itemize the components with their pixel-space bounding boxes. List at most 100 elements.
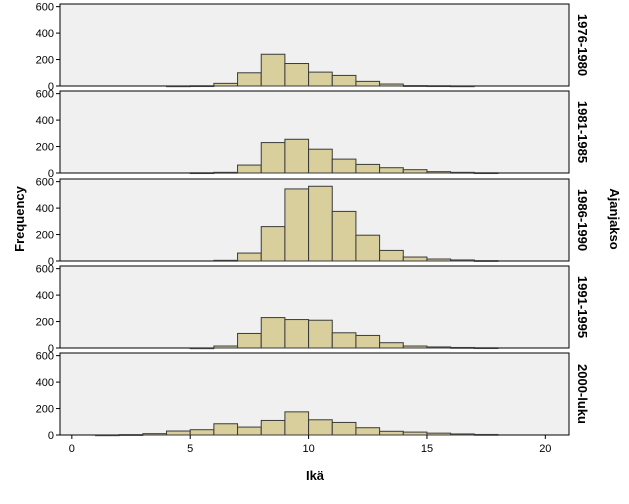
panel-1991-1995: 0 200 400 600 1991-1995	[36, 264, 590, 355]
histogram-bar	[355, 427, 381, 436]
y-tick-label: 600	[36, 264, 54, 276]
panel-label: 1976-1980	[575, 14, 590, 76]
histogram-bar	[308, 148, 333, 174]
histogram-bar	[237, 72, 262, 87]
histogram-bar	[260, 419, 286, 436]
histogram-bar	[213, 345, 239, 349]
histogram-bar	[379, 167, 404, 174]
y-tick-label: 0	[48, 343, 54, 355]
panel-background	[59, 90, 570, 174]
y-tick-label: 200	[36, 55, 54, 67]
y-tick-label: 400	[36, 290, 54, 302]
histogram-bar	[189, 347, 215, 350]
panel-1986-1990: 0 200 400 600 1986-1990	[36, 177, 590, 268]
histogram-bar	[189, 429, 215, 436]
histogram-bar	[402, 431, 428, 436]
y-tick-label: 0	[48, 81, 54, 93]
y-tick-label: 200	[36, 404, 54, 416]
histogram-bar	[473, 433, 499, 436]
histogram-bar	[189, 85, 215, 88]
y-tick-label: 200	[36, 230, 54, 242]
histogram-bar	[473, 172, 499, 175]
histogram-bar	[95, 434, 120, 437]
x-axis: 0 5 10 15 20	[69, 435, 551, 455]
panel-label: 1991-1995	[575, 276, 590, 338]
y-tick-label: 400	[36, 377, 54, 389]
panel-label: 1986-1990	[575, 189, 590, 251]
histogram-bar	[402, 256, 428, 262]
histogram-bar	[308, 419, 333, 436]
x-tick-label: 10	[302, 443, 314, 455]
histogram-bar	[402, 85, 428, 87]
histogram-bar	[331, 421, 357, 436]
histogram-bar	[355, 234, 381, 262]
histogram-bar	[473, 347, 499, 350]
y-tick-label: 0	[48, 430, 54, 442]
y-tick-label: 0	[48, 168, 54, 180]
histogram-bar	[426, 432, 452, 436]
histogram-bar	[355, 334, 381, 349]
histogram-bar	[331, 74, 357, 87]
histogram-bar	[450, 259, 475, 262]
histogram-bar	[331, 332, 357, 349]
histogram-bar	[426, 346, 452, 349]
histogram-bar	[260, 226, 286, 262]
y-tick-label: 400	[36, 115, 54, 127]
histogram-bar	[118, 434, 144, 436]
panel-1976-1980: 0 200 400 600 1976-1980	[36, 2, 590, 93]
histogram-bar	[331, 158, 357, 174]
x-tick-label: 0	[69, 443, 75, 455]
y-axis-title: Frequency	[12, 185, 27, 252]
histogram-bar	[379, 249, 404, 262]
histogram-bar	[260, 142, 286, 174]
histogram-bar	[426, 258, 452, 262]
histogram-bar	[237, 164, 262, 174]
histogram-bar	[284, 138, 310, 174]
histogram-bar	[284, 188, 310, 262]
histogram-bar	[213, 259, 239, 262]
histogram-bar	[355, 163, 381, 174]
histogram-bar	[379, 430, 404, 436]
x-tick-label: 5	[187, 443, 193, 455]
panel-1981-1985: 0 200 400 600 1981-1985	[36, 89, 590, 180]
histogram-bar	[450, 85, 475, 88]
x-axis-title: Ikä	[306, 468, 325, 483]
histogram-bar	[260, 53, 286, 87]
histogram-bar	[260, 317, 286, 349]
facet-title: Ajanjakso	[607, 188, 622, 249]
histogram-bar	[426, 85, 452, 88]
histogram-bar	[379, 83, 404, 87]
histogram-bar	[213, 423, 239, 436]
histogram-bar	[308, 319, 333, 349]
panel-label: 2000-luku	[575, 364, 590, 424]
histogram-bar	[237, 332, 262, 349]
y-tick-label: 600	[36, 2, 54, 14]
histogram-bar	[308, 71, 333, 87]
histogram-bar	[284, 411, 310, 436]
histogram-bar	[402, 169, 428, 174]
x-tick-label: 15	[421, 443, 433, 455]
y-tick-label: 600	[36, 351, 54, 363]
histogram-bar	[166, 85, 191, 88]
histogram-bar	[213, 82, 239, 87]
histogram-bar	[450, 171, 475, 174]
histogram-bar	[189, 172, 215, 175]
y-tick-label: 600	[36, 177, 54, 189]
panels-group: 0 200 400 600 1976-1980 0 200 400 600 1981-1985 0 2…	[36, 2, 590, 442]
y-tick-label: 400	[36, 203, 54, 215]
y-tick-label: 600	[36, 89, 54, 101]
histogram-bar	[237, 252, 262, 262]
panel-label: 1981-1985	[575, 101, 590, 163]
histogram-bar	[331, 210, 357, 262]
histogram-bar	[213, 171, 239, 174]
histogram-bar	[450, 433, 475, 436]
histogram-bar	[355, 80, 381, 87]
histogram-bar	[426, 171, 452, 174]
histogram-bar	[308, 185, 333, 262]
histogram-bar	[284, 319, 310, 349]
y-tick-label: 0	[48, 256, 54, 268]
histogram-bar	[450, 346, 475, 349]
y-tick-label: 200	[36, 317, 54, 329]
histogram-bar	[379, 342, 404, 349]
